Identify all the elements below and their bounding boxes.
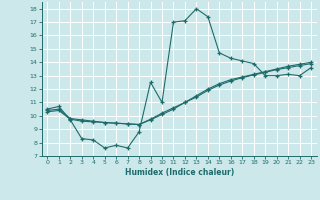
- X-axis label: Humidex (Indice chaleur): Humidex (Indice chaleur): [124, 168, 234, 177]
